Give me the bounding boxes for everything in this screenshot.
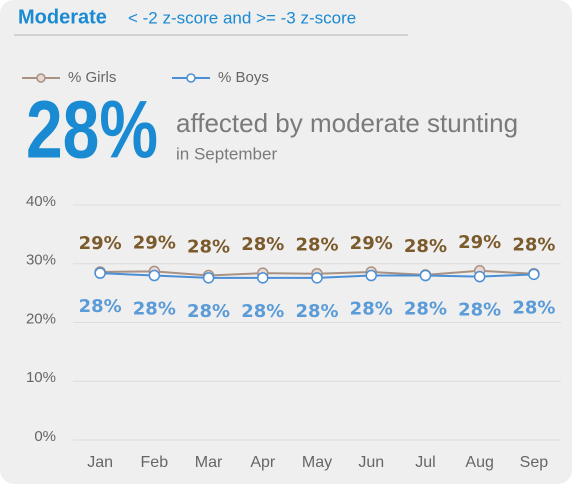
x-tick-label: Jan (87, 454, 113, 471)
value-label: 28% (79, 296, 122, 317)
value-label: 28% (187, 237, 230, 258)
point (257, 272, 269, 284)
point (202, 272, 215, 284)
legend-marker (36, 73, 46, 83)
point (528, 268, 540, 281)
legend-label: % Girls (68, 69, 116, 86)
y-tick-label: 20% (26, 310, 56, 327)
value-label: 28% (512, 297, 555, 318)
headline-text: affected by moderate stunting (176, 108, 518, 138)
legend-marker (186, 73, 196, 83)
y-tick-label: 10% (26, 369, 56, 386)
headline: 28% (26, 85, 158, 176)
value-label: 29% (350, 233, 393, 254)
x-tick-label: Jul (415, 454, 435, 471)
y-tick-label: 0% (34, 428, 56, 445)
value-label: 28% (133, 299, 176, 320)
point (94, 267, 106, 279)
point (148, 269, 161, 282)
value-label: 28% (404, 299, 447, 320)
x-tick-label: Apr (250, 454, 276, 471)
value-label: 29% (133, 232, 176, 253)
point (473, 270, 486, 283)
chart-title: Moderate (18, 6, 107, 28)
x-tick-label: May (302, 454, 332, 471)
y-tick-label: 40% (26, 193, 56, 210)
headline-subtext: in September (176, 144, 277, 163)
x-tick-label: Feb (141, 454, 169, 471)
point (311, 272, 323, 284)
value-label: 28% (295, 235, 338, 256)
x-tick-label: Sep (520, 454, 549, 471)
legend-label: % Boys (218, 69, 269, 86)
x-tick-label: Aug (465, 454, 493, 471)
value-label: 29% (458, 232, 501, 253)
y-tick-label: 30% (26, 252, 56, 269)
value-label: 28% (187, 301, 230, 322)
value-label: 29% (79, 233, 122, 254)
value-label: 28% (241, 234, 284, 255)
value-label: 28% (350, 299, 393, 320)
point (419, 269, 432, 282)
chart-subtitle: < -2 z-score and >= -3 z-score (128, 8, 356, 27)
value-label: 28% (512, 235, 555, 256)
value-label: 28% (295, 301, 338, 322)
value-label: 28% (241, 301, 284, 322)
value-label: 28% (458, 300, 501, 321)
value-label: 28% (404, 236, 447, 257)
x-tick-label: Jun (358, 454, 384, 471)
point (365, 269, 377, 282)
x-tick-label: Mar (195, 454, 223, 471)
